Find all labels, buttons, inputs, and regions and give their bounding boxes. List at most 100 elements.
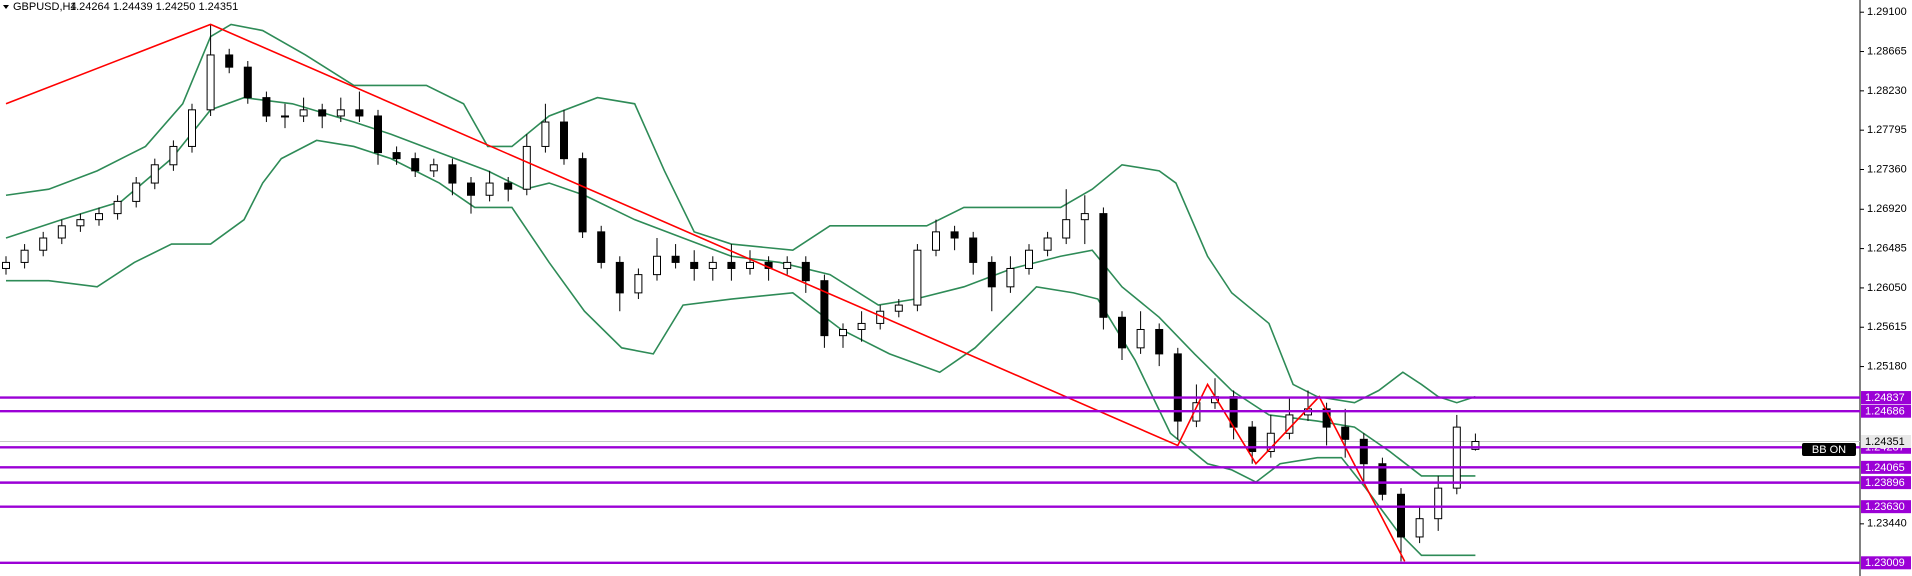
y-tick-label: 1.26485 [1867,242,1907,254]
candle-body [708,261,717,269]
candle-body [57,225,66,239]
candle-body [281,115,289,118]
candle-body [894,304,903,312]
candle-body [1006,267,1015,288]
candle-body [39,237,48,251]
candle-body [1359,438,1368,465]
candle-body [615,261,624,294]
candle-body [1080,213,1089,221]
candle-body [801,261,810,282]
current-price-box [1861,434,1911,448]
candle-body [1025,249,1033,269]
candle-body [950,231,959,239]
candle-body [746,261,754,269]
ohlc-header: 1.24264 1.24439 1.24250 1.24351 [70,1,238,13]
y-tick-label: 1.25180 [1867,360,1907,372]
candle-body [1248,426,1257,453]
candle-body [132,182,141,202]
candle-body [1452,426,1461,489]
bb-label: BB ON [1812,444,1846,456]
candle-body [169,145,178,166]
candle-body [1341,426,1350,440]
candle-body [690,261,699,269]
y-tick-label: 1.25615 [1867,321,1907,333]
candle-body [485,182,494,196]
candle-body [1378,463,1387,495]
y-tick-label: 1.27795 [1867,124,1907,136]
candle-body [429,164,438,172]
menu-arrow[interactable] [3,5,9,9]
candle-body [318,109,327,117]
level-label-box [1861,556,1911,570]
candle-body [913,249,922,306]
candle-body [783,261,792,269]
level-label-box [1861,500,1911,514]
candle-body [150,164,159,184]
candle-body [634,274,643,294]
candle-body [839,328,847,337]
candle-body [560,121,568,160]
level-label-box [1861,391,1911,405]
plot [0,23,1860,562]
candle-body [225,54,234,68]
candle-body [392,152,401,160]
candle-body [504,182,513,190]
y-tick-label: 1.27360 [1867,163,1907,175]
y-tick-label: 1.26920 [1867,203,1907,215]
candle-body [578,158,587,233]
candle-body [1136,328,1145,349]
level-label: 1.23630 [1865,501,1905,513]
current-price-label: 1.24351 [1865,436,1905,448]
candle-body [1434,487,1443,520]
candle-body [355,109,364,117]
level-label-box [1861,460,1911,474]
candle-body [336,109,345,117]
level-label: 1.23896 [1865,477,1905,489]
candle-body [411,158,420,172]
bollinger-band [5,23,1476,404]
candle-body [932,231,940,251]
candle-body [969,237,978,263]
level-label: 1.24065 [1865,462,1905,474]
candle-body [1397,493,1405,538]
candle-body [299,109,308,117]
level-label: 1.24837 [1865,392,1905,404]
candle-body [1043,237,1052,251]
candle-body [2,261,10,269]
candle-body [262,97,271,117]
y-tick-label: 1.28230 [1867,85,1907,97]
candle-body [1155,328,1164,355]
candle-body [113,200,122,215]
level-label: 1.23009 [1865,557,1905,569]
y-tick-label: 1.26050 [1867,282,1907,294]
y-tick-label: 1.28665 [1867,45,1907,57]
candle-body [522,145,531,190]
candle-body [1471,440,1480,450]
candle-body [95,213,103,221]
candle-body [1099,213,1108,318]
candle-body [1173,353,1182,422]
candle-body [1266,432,1275,453]
symbol: GBPUSD,H4 [13,1,77,13]
candle-body [1062,219,1071,239]
candle-body [243,66,252,99]
candle-body [987,261,996,288]
level-label: 1.24686 [1865,406,1905,418]
level-label-box [1861,476,1911,490]
candle-body [467,182,475,196]
candle-body [20,249,29,263]
candle-body [820,280,829,337]
y-tick-label: 1.23440 [1867,518,1907,530]
candle-body [597,231,606,263]
candle-body [76,219,85,227]
candle-body [857,322,866,330]
candle-body [727,261,736,269]
bb-label-box [1802,443,1856,456]
candle-body [188,109,196,147]
candle-body [448,164,457,184]
y-tick-label: 1.29100 [1867,6,1907,18]
level-label-box [1861,404,1911,418]
candle-body [541,121,550,147]
